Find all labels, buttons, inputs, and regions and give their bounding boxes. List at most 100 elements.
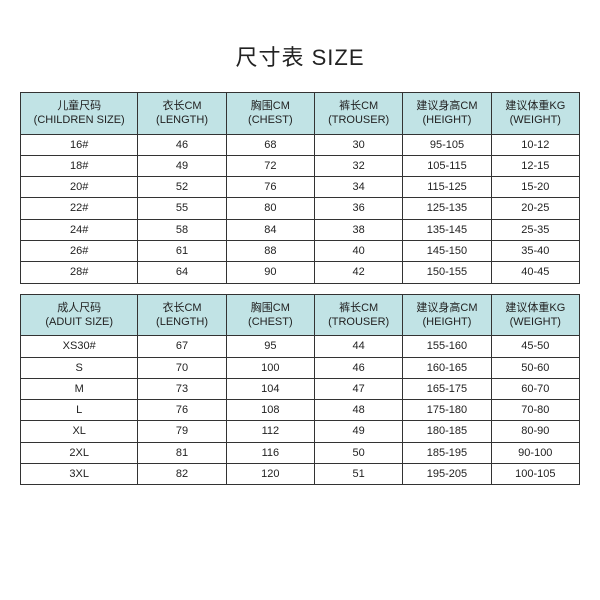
table-row: XL7911249180-18580-90 — [21, 421, 580, 442]
col-height-header: 建议身高CM (HEIGHT) — [403, 93, 491, 135]
table-cell: 68 — [226, 134, 314, 155]
table-cell: 48 — [315, 400, 403, 421]
table-cell: 180-185 — [403, 421, 491, 442]
table-cell: 61 — [138, 241, 226, 262]
table-cell: 49 — [138, 155, 226, 176]
table-row: M7310447165-17560-70 — [21, 378, 580, 399]
table-cell: 40-45 — [491, 262, 579, 283]
children-size-table: 儿童尺码 (CHILDREN SIZE) 衣长CM (LENGTH) 胸围CM … — [20, 92, 580, 284]
table-cell: 52 — [138, 177, 226, 198]
table-row: 20#527634115-12515-20 — [21, 177, 580, 198]
table-cell: 105-115 — [403, 155, 491, 176]
hdr-cn: 胸围CM — [229, 99, 312, 113]
hdr-cn: 衣长CM — [140, 301, 223, 315]
table-gap — [20, 284, 580, 294]
hdr-cn: 裤长CM — [317, 99, 400, 113]
table-row: 2XL8111650185-19590-100 — [21, 442, 580, 463]
table-cell: 80 — [226, 198, 314, 219]
table-cell: 80-90 — [491, 421, 579, 442]
hdr-cn: 成人尺码 — [23, 301, 135, 315]
col-weight-header: 建议体重KG (WEIGHT) — [491, 93, 579, 135]
table-cell: 82 — [138, 464, 226, 485]
table-cell: 44 — [315, 336, 403, 357]
table-cell: 67 — [138, 336, 226, 357]
col-length-header: 衣长CM (LENGTH) — [138, 294, 226, 336]
table-cell: 55 — [138, 198, 226, 219]
col-height-header: 建议身高CM (HEIGHT) — [403, 294, 491, 336]
table-cell: 49 — [315, 421, 403, 442]
table-cell: 35-40 — [491, 241, 579, 262]
table-cell: 40 — [315, 241, 403, 262]
table-cell: 70-80 — [491, 400, 579, 421]
table-cell: 145-150 — [403, 241, 491, 262]
hdr-cn: 胸围CM — [229, 301, 312, 315]
table-cell: 90-100 — [491, 442, 579, 463]
table-cell: 108 — [226, 400, 314, 421]
table-cell: 18# — [21, 155, 138, 176]
table-cell: 15-20 — [491, 177, 579, 198]
table-cell: L — [21, 400, 138, 421]
table-cell: 116 — [226, 442, 314, 463]
table-cell: 81 — [138, 442, 226, 463]
hdr-en: (TROUSER) — [317, 113, 400, 127]
hdr-en: (WEIGHT) — [494, 113, 577, 127]
hdr-cn: 裤长CM — [317, 301, 400, 315]
table-cell: 46 — [315, 357, 403, 378]
hdr-en: (LENGTH) — [140, 113, 223, 127]
table-cell: 34 — [315, 177, 403, 198]
adult-header-row: 成人尺码 (ADUIT SIZE) 衣长CM (LENGTH) 胸围CM (CH… — [21, 294, 580, 336]
table-cell: 42 — [315, 262, 403, 283]
table-row: 24#588438135-14525-35 — [21, 219, 580, 240]
table-row: XS30#679544155-16045-50 — [21, 336, 580, 357]
table-cell: 70 — [138, 357, 226, 378]
hdr-cn: 儿童尺码 — [23, 99, 135, 113]
hdr-cn: 建议体重KG — [494, 301, 577, 315]
table-cell: XL — [21, 421, 138, 442]
table-cell: 20-25 — [491, 198, 579, 219]
table-cell: 90 — [226, 262, 314, 283]
table-cell: 2XL — [21, 442, 138, 463]
table-cell: 12-15 — [491, 155, 579, 176]
table-cell: 38 — [315, 219, 403, 240]
table-cell: 51 — [315, 464, 403, 485]
adult-size-table: 成人尺码 (ADUIT SIZE) 衣长CM (LENGTH) 胸围CM (CH… — [20, 294, 580, 486]
table-cell: M — [21, 378, 138, 399]
table-cell: 160-165 — [403, 357, 491, 378]
hdr-cn: 建议身高CM — [405, 99, 488, 113]
table-cell: 150-155 — [403, 262, 491, 283]
table-cell: 46 — [138, 134, 226, 155]
table-cell: 47 — [315, 378, 403, 399]
hdr-en: (CHEST) — [229, 315, 312, 329]
hdr-en: (CHEST) — [229, 113, 312, 127]
hdr-en: (CHILDREN SIZE) — [23, 113, 135, 127]
table-cell: 76 — [138, 400, 226, 421]
table-cell: 100 — [226, 357, 314, 378]
table-row: S7010046160-16550-60 — [21, 357, 580, 378]
table-cell: 45-50 — [491, 336, 579, 357]
table-cell: 155-160 — [403, 336, 491, 357]
table-cell: 28# — [21, 262, 138, 283]
table-cell: 84 — [226, 219, 314, 240]
table-cell: 20# — [21, 177, 138, 198]
table-cell: 79 — [138, 421, 226, 442]
col-weight-header: 建议体重KG (WEIGHT) — [491, 294, 579, 336]
table-row: 26#618840145-15035-40 — [21, 241, 580, 262]
hdr-en: (WEIGHT) — [494, 315, 577, 329]
table-cell: 95 — [226, 336, 314, 357]
hdr-en: (HEIGHT) — [405, 315, 488, 329]
table-row: L7610848175-18070-80 — [21, 400, 580, 421]
table-cell: 30 — [315, 134, 403, 155]
col-trouser-header: 裤长CM (TROUSER) — [315, 294, 403, 336]
table-cell: 165-175 — [403, 378, 491, 399]
hdr-cn: 衣长CM — [140, 99, 223, 113]
col-chest-header: 胸围CM (CHEST) — [226, 93, 314, 135]
table-cell: 135-145 — [403, 219, 491, 240]
hdr-en: (LENGTH) — [140, 315, 223, 329]
table-cell: 24# — [21, 219, 138, 240]
table-cell: 100-105 — [491, 464, 579, 485]
col-chest-header: 胸围CM (CHEST) — [226, 294, 314, 336]
table-cell: 120 — [226, 464, 314, 485]
table-cell: S — [21, 357, 138, 378]
children-tbody: 16#46683095-10510-1218#497232105-11512-1… — [21, 134, 580, 283]
table-cell: 32 — [315, 155, 403, 176]
